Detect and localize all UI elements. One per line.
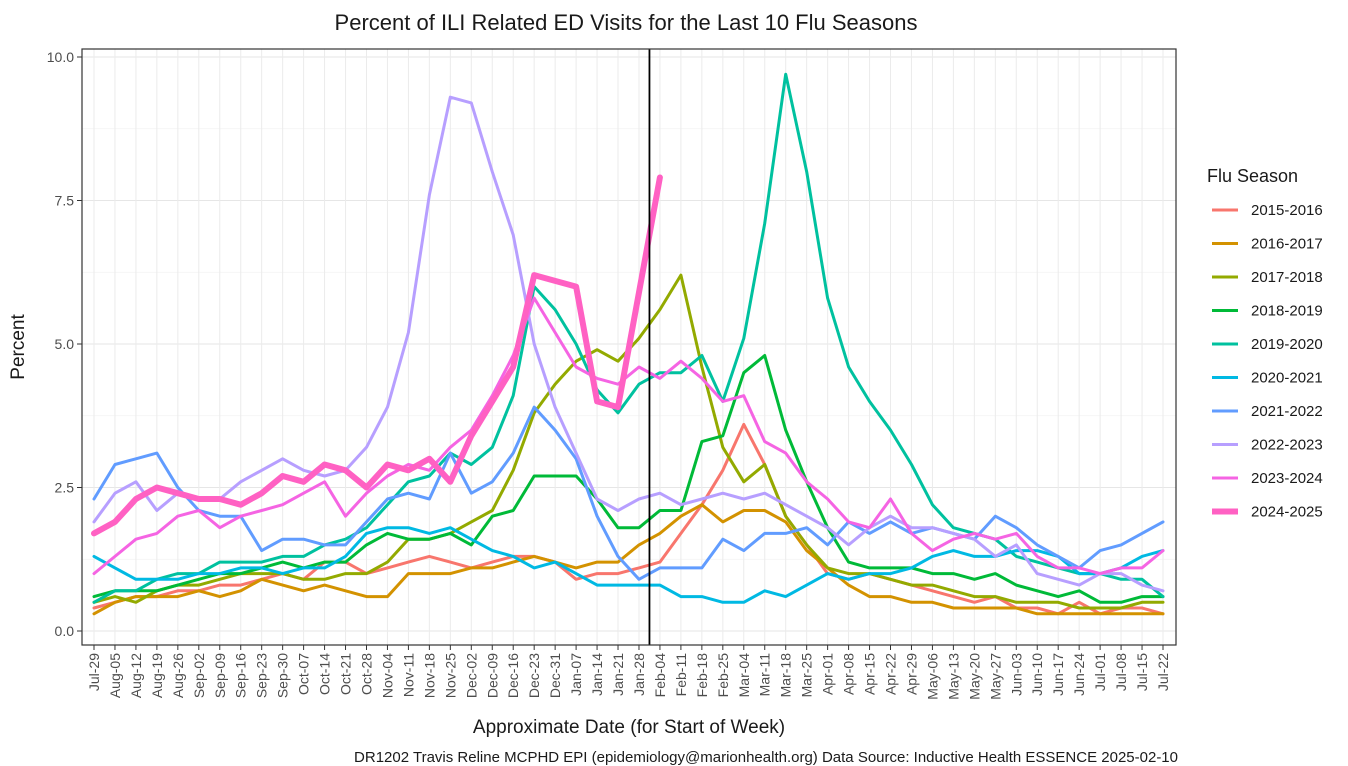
x-tick-label: Oct-28 xyxy=(358,653,374,695)
x-tick-label: Jun-24 xyxy=(1071,653,1087,696)
series-line-2016-2017 xyxy=(92,503,1165,616)
x-tick-label: Oct-07 xyxy=(296,653,312,695)
x-tick-label: Dec-09 xyxy=(484,653,500,698)
x-tick-label: Sep-09 xyxy=(212,653,228,698)
legend-items: 2015-2016 2016-2017 2017-2018 2018-2019 2019… xyxy=(1212,202,1323,521)
x-tick-label: Sep-02 xyxy=(191,653,207,698)
x-tick-label: Dec-31 xyxy=(547,653,563,698)
x-tick-label: Oct-14 xyxy=(317,653,333,695)
x-tick-label: Feb-04 xyxy=(652,653,668,698)
x-tick-label: Apr-29 xyxy=(903,653,919,695)
x-tick-label: Jun-10 xyxy=(1029,653,1045,696)
series-line-2024-2025 xyxy=(91,174,663,537)
x-tick-label: Apr-22 xyxy=(883,653,899,695)
x-tick-label: Jun-17 xyxy=(1050,653,1066,696)
panel-border xyxy=(81,48,1177,646)
x-tick-label: Nov-25 xyxy=(442,653,458,698)
x-tick-label: Jan-28 xyxy=(631,653,647,696)
x-axis: Jul-29 Aug-05 Aug-12 Aug-19 Aug-26 Sep-02 Sep-… xyxy=(86,645,1171,700)
x-tick-label: Apr-08 xyxy=(841,653,857,695)
x-tick-label: Aug-19 xyxy=(149,653,165,698)
x-tick-label: Feb-18 xyxy=(694,653,710,698)
y-tick-label: 2.5 xyxy=(55,480,75,496)
y-axis: 0.0 2.5 5.0 7.5 10.0 xyxy=(47,49,82,639)
x-axis-title: Approximate Date (for Start of Week) xyxy=(473,717,785,738)
chart-title: Percent of ILI Related ED Visits for the… xyxy=(335,10,918,35)
x-tick-label: Mar-04 xyxy=(736,653,752,698)
legend: Flu Season 2015-20162016-20172017-201820… xyxy=(1207,166,1323,521)
legend-label-2019-2020: 2019-2020 xyxy=(1251,336,1323,353)
x-tick-label: Jun-03 xyxy=(1008,653,1024,696)
x-tick-label: May-06 xyxy=(924,653,940,700)
x-tick-label: Jan-14 xyxy=(589,653,605,696)
x-tick-label: Dec-02 xyxy=(463,653,479,698)
x-tick-label: Aug-12 xyxy=(128,653,144,698)
legend-label-2021-2022: 2021-2022 xyxy=(1251,403,1323,420)
x-tick-label: Feb-25 xyxy=(715,653,731,698)
y-tick-label: 5.0 xyxy=(55,336,75,352)
y-axis-title: Percent xyxy=(8,314,29,380)
caption: DR1202 Travis Reline MCPHD EPI (epidemio… xyxy=(354,749,1178,766)
series-lines xyxy=(91,72,1165,616)
series-line-2020-2021 xyxy=(92,526,1165,604)
legend-label-2024-2025: 2024-2025 xyxy=(1251,504,1323,521)
legend-title: Flu Season xyxy=(1207,166,1298,186)
series-line-2023-2024 xyxy=(92,296,1165,576)
legend-label-2020-2021: 2020-2021 xyxy=(1251,370,1323,387)
x-tick-label: Mar-25 xyxy=(799,653,815,698)
legend-label-2017-2018: 2017-2018 xyxy=(1251,269,1323,286)
x-tick-label: May-27 xyxy=(987,653,1003,700)
legend-label-2022-2023: 2022-2023 xyxy=(1251,437,1323,454)
y-tick-label: 0.0 xyxy=(55,623,75,639)
x-tick-label: May-13 xyxy=(945,653,961,700)
series-line-2022-2023 xyxy=(92,95,1165,593)
x-tick-label: Jul-15 xyxy=(1134,653,1150,691)
x-tick-label: Jul-22 xyxy=(1155,653,1171,691)
x-tick-label: Dec-23 xyxy=(526,653,542,698)
legend-label-2016-2017: 2016-2017 xyxy=(1251,236,1323,253)
series-line-2015-2016 xyxy=(92,422,1165,616)
x-tick-label: Mar-11 xyxy=(757,653,773,697)
x-tick-label: May-20 xyxy=(966,653,982,700)
x-tick-label: Mar-18 xyxy=(778,653,794,698)
x-tick-label: Jan-21 xyxy=(610,653,626,696)
x-tick-label: Sep-30 xyxy=(275,653,291,698)
x-tick-label: Apr-15 xyxy=(862,653,878,695)
legend-label-2018-2019: 2018-2019 xyxy=(1251,303,1323,320)
x-tick-label: Jan-07 xyxy=(568,653,584,696)
x-tick-label: Apr-01 xyxy=(820,653,836,695)
x-tick-label: Sep-16 xyxy=(233,653,249,698)
y-tick-label: 10.0 xyxy=(47,49,74,65)
series-line-2018-2019 xyxy=(92,354,1165,604)
x-tick-label: Jul-01 xyxy=(1092,653,1108,691)
y-tick-label: 7.5 xyxy=(55,193,75,209)
x-tick-label: Oct-21 xyxy=(338,653,354,695)
x-tick-label: Dec-16 xyxy=(505,653,521,698)
plot-panel xyxy=(81,48,1177,646)
x-tick-label: Aug-05 xyxy=(107,653,123,698)
x-tick-label: Sep-23 xyxy=(254,653,270,698)
legend-label-2023-2024: 2023-2024 xyxy=(1251,470,1323,487)
x-tick-label: Aug-26 xyxy=(170,653,186,698)
x-tick-label: Jul-29 xyxy=(86,653,102,691)
x-tick-label: Jul-08 xyxy=(1113,653,1129,691)
series-line-2021-2022 xyxy=(92,405,1165,581)
x-tick-label: Nov-04 xyxy=(379,653,395,698)
x-tick-label: Feb-11 xyxy=(673,653,689,697)
legend-label-2015-2016: 2015-2016 xyxy=(1251,202,1323,219)
x-tick-label: Nov-18 xyxy=(421,653,437,698)
x-tick-label: Nov-11 xyxy=(400,653,416,697)
